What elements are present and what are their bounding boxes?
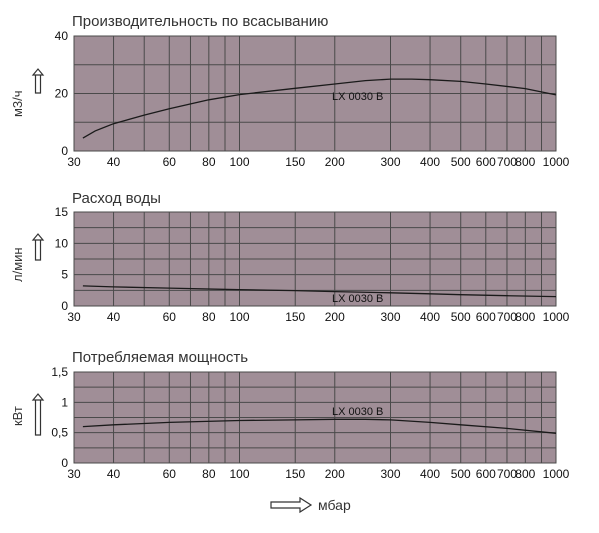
y-tick-label: 1 [61, 395, 68, 409]
x-tick-label: 800 [515, 310, 535, 324]
y-axis-label: м3/ч [10, 90, 25, 117]
x-tick-label: 400 [420, 155, 440, 169]
y-tick-label: 0 [61, 299, 68, 313]
y-tick-labels: 0 0,5 1 1,5 [51, 365, 68, 470]
y-tick-labels: 0 5 10 15 [55, 205, 69, 313]
x-tick-label: 80 [202, 467, 216, 481]
series-label: LX 0030 B [332, 91, 383, 103]
x-tick-label: 300 [380, 310, 400, 324]
x-tick-label: 800 [515, 467, 535, 481]
y-tick-label: 20 [55, 87, 69, 101]
grid [73, 35, 557, 152]
y-axis-label: кВт [10, 406, 25, 426]
chart-title: Производительность по всасыванию [72, 13, 328, 30]
x-tick-label: 30 [67, 467, 81, 481]
x-tick-label: 100 [229, 467, 249, 481]
x-tick-label: 200 [325, 310, 345, 324]
x-tick-label: 700 [497, 155, 517, 169]
x-tick-label: 30 [67, 155, 81, 169]
x-tick-label: 80 [202, 155, 216, 169]
x-tick-label: 150 [285, 467, 305, 481]
x-tick-label: 40 [107, 467, 121, 481]
chart-power-consumption: Потребляемая мощность 0 0,5 1 1,5 30 40 60 80 1… [10, 349, 570, 481]
x-tick-label: 600 [476, 155, 496, 169]
y-axis-label: л/мин [10, 247, 25, 282]
x-tick-label: 60 [163, 467, 177, 481]
series-label: LX 0030 B [332, 406, 383, 418]
x-tick-label: 200 [325, 467, 345, 481]
y-tick-label: 10 [55, 236, 69, 250]
x-tick-label: 1000 [543, 467, 570, 481]
y-tick-label: 0 [61, 144, 68, 158]
chart-water-flow: Расход воды 0 5 10 15 30 40 60 80 100 150 200 300 4… [10, 190, 570, 324]
series-line [82, 418, 557, 434]
y-tick-label: 0 [61, 456, 68, 470]
x-tick-label: 300 [380, 467, 400, 481]
x-tick-label: 100 [229, 310, 249, 324]
x-tick-label: 200 [325, 155, 345, 169]
x-tick-label: 600 [476, 310, 496, 324]
x-tick-label: 80 [202, 310, 216, 324]
x-tick-label: 150 [285, 310, 305, 324]
series-label: LX 0030 B [332, 293, 383, 305]
x-tick-label: 300 [380, 155, 400, 169]
x-tick-label: 800 [515, 155, 535, 169]
y-tick-labels: 0 20 40 [55, 29, 69, 158]
x-axis-unit: мбар [318, 497, 351, 513]
x-tick-label: 400 [420, 467, 440, 481]
x-tick-label: 500 [451, 467, 471, 481]
y-tick-label: 5 [61, 268, 68, 282]
x-tick-label: 40 [107, 310, 121, 324]
x-tick-label: 600 [476, 467, 496, 481]
series-line [82, 78, 557, 139]
x-tick-label: 700 [497, 467, 517, 481]
chart-suction-capacity: Производительность по всасыванию 0 20 40 3… [10, 13, 570, 169]
chart-title: Потребляемая мощность [72, 349, 248, 366]
x-tick-label: 150 [285, 155, 305, 169]
x-tick-label: 100 [229, 155, 249, 169]
up-arrow-icon [31, 233, 45, 261]
x-tick-label: 40 [107, 155, 121, 169]
x-tick-label: 500 [451, 155, 471, 169]
x-tick-label: 700 [497, 310, 517, 324]
chart-title: Расход воды [72, 190, 161, 207]
x-tick-label: 400 [420, 310, 440, 324]
x-tick-label: 30 [67, 310, 81, 324]
up-arrow-icon [31, 68, 45, 94]
series-line [82, 285, 557, 298]
x-tick-label: 60 [163, 155, 177, 169]
grid [73, 371, 557, 464]
x-tick-label: 1000 [543, 155, 570, 169]
x-tick-label: 60 [163, 310, 177, 324]
y-tick-label: 0,5 [51, 426, 68, 440]
y-tick-label: 15 [55, 205, 69, 219]
y-tick-label: 1,5 [51, 365, 68, 379]
up-arrow-icon [31, 393, 45, 436]
y-tick-label: 40 [55, 29, 69, 43]
x-tick-label: 500 [451, 310, 471, 324]
x-tick-label: 1000 [543, 310, 570, 324]
right-arrow-icon [270, 496, 313, 514]
